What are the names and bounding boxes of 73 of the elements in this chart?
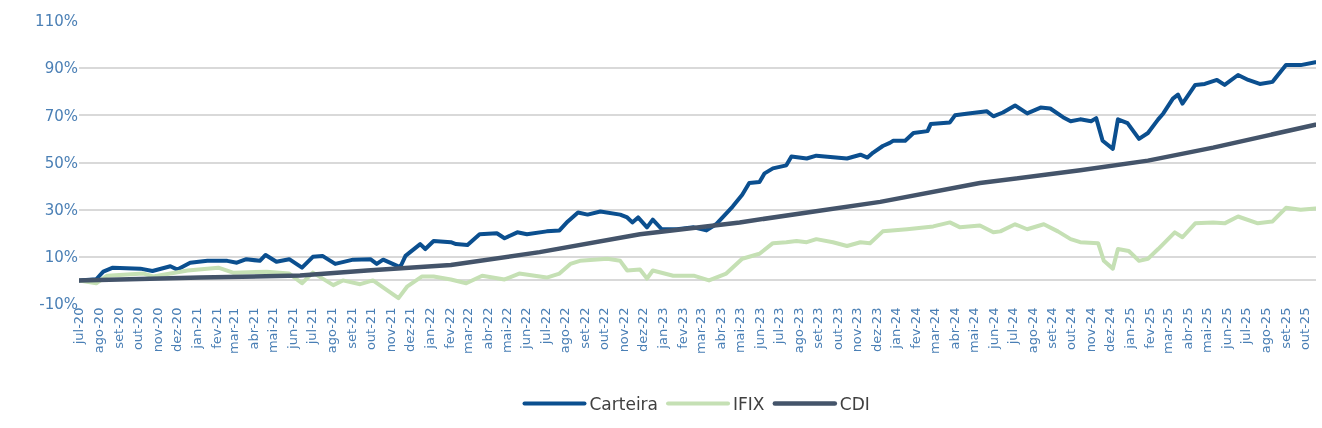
x-tick-label: mar-24	[926, 307, 942, 354]
x-tick-label: ago-24	[1024, 307, 1040, 354]
x-tick-label: nov-22	[616, 307, 632, 353]
x-tick-label: ago-20	[91, 307, 107, 354]
legend-label: IFIX	[733, 394, 765, 415]
x-tick-label: set-22	[577, 307, 593, 349]
x-tick-label: out-24	[1063, 307, 1079, 351]
x-tick-label: dez-24	[1102, 307, 1118, 352]
x-tick-label: dez-23	[868, 307, 884, 352]
x-tick-label: out-20	[130, 307, 146, 351]
x-tick-label: jun-24	[985, 307, 1001, 350]
x-tick-label: set-24	[1044, 307, 1060, 349]
x-tick-label: nov-24	[1083, 307, 1099, 353]
x-tick-label: mar-21	[226, 307, 242, 354]
x-tick-label: jul-21	[304, 307, 320, 346]
x-tick-label: ago-21	[324, 307, 340, 354]
x-tick-label: fev-22	[441, 307, 457, 349]
legend-label: CDI	[839, 394, 870, 415]
x-tick-label: mai-21	[265, 307, 281, 354]
x-tick-label: abr-21	[246, 307, 262, 350]
y-tick-label: 30%	[44, 200, 78, 219]
x-tick-label: mai-22	[498, 307, 514, 354]
x-tick-label: out-21	[363, 307, 379, 351]
x-tick-label: abr-24	[946, 307, 962, 350]
x-tick-label: abr-23	[712, 307, 728, 350]
x-tick-label: mai-24	[965, 307, 981, 354]
x-tick-label: abr-22	[479, 307, 495, 350]
x-tick-label: jul-25	[1237, 307, 1253, 346]
x-tick-label: out-22	[596, 307, 612, 351]
x-tick-label: set-20	[110, 307, 126, 349]
x-tick-label: jun-25	[1218, 307, 1234, 350]
x-tick-label: mar-23	[692, 307, 708, 354]
y-tick-label: 10%	[44, 248, 78, 267]
x-tick-label: set-21	[344, 307, 360, 349]
x-tick-label: dez-20	[168, 307, 184, 352]
x-tick-label: ago-22	[557, 307, 573, 354]
x-tick-label: mar-22	[459, 307, 475, 354]
y-tick-label: 50%	[44, 153, 78, 172]
x-tick-label: jan-24	[888, 307, 904, 350]
x-tick-label: set-25	[1277, 307, 1293, 349]
x-tick-label: jul-22	[537, 307, 553, 346]
x-tick-label: ago-23	[790, 307, 806, 354]
x-tick-label: jan-25	[1122, 307, 1138, 350]
x-tick-label: set-23	[810, 307, 826, 349]
x-tick-label: fev-23	[675, 307, 691, 349]
x-tick-label: dez-21	[402, 307, 418, 352]
x-tick-label: mai-23	[731, 307, 747, 354]
x-tick-label: jun-22	[518, 307, 534, 350]
x-tick-label: nov-23	[849, 307, 865, 353]
x-tick-label: fev-21	[208, 307, 224, 349]
x-tick-label: fev-25	[1142, 307, 1158, 349]
x-tick-label: mar-25	[1159, 307, 1175, 354]
x-tick-label: mai-25	[1198, 307, 1214, 354]
legend-label: Carteira	[589, 394, 659, 415]
x-tick-label: abr-25	[1179, 307, 1195, 350]
x-tick-label: jan-23	[655, 307, 671, 350]
x-tick-label: out-25	[1296, 307, 1312, 351]
x-tick-label: jul-23	[770, 307, 786, 346]
x-tick-label: out-23	[829, 307, 845, 351]
x-tick-label: jan-21	[188, 307, 204, 350]
x-tick-label: nov-20	[149, 307, 165, 353]
line-series	[79, 122, 1316, 283]
x-tick-label: jun-23	[751, 307, 767, 350]
x-tick-label: dez-22	[635, 307, 651, 352]
x-tick-label: fev-24	[908, 307, 924, 349]
x-tick-label: ago-25	[1257, 307, 1273, 354]
x-tick-label: nov-21	[383, 307, 399, 353]
y-tick-label: 70%	[44, 106, 78, 125]
x-tick-label: jul-24	[1004, 307, 1020, 346]
y-tick-label: 90%	[44, 59, 78, 78]
x-tick-label: jan-22	[422, 307, 438, 350]
y-tick-label: 110%	[35, 12, 78, 31]
x-tick-label: jun-21	[285, 307, 301, 350]
